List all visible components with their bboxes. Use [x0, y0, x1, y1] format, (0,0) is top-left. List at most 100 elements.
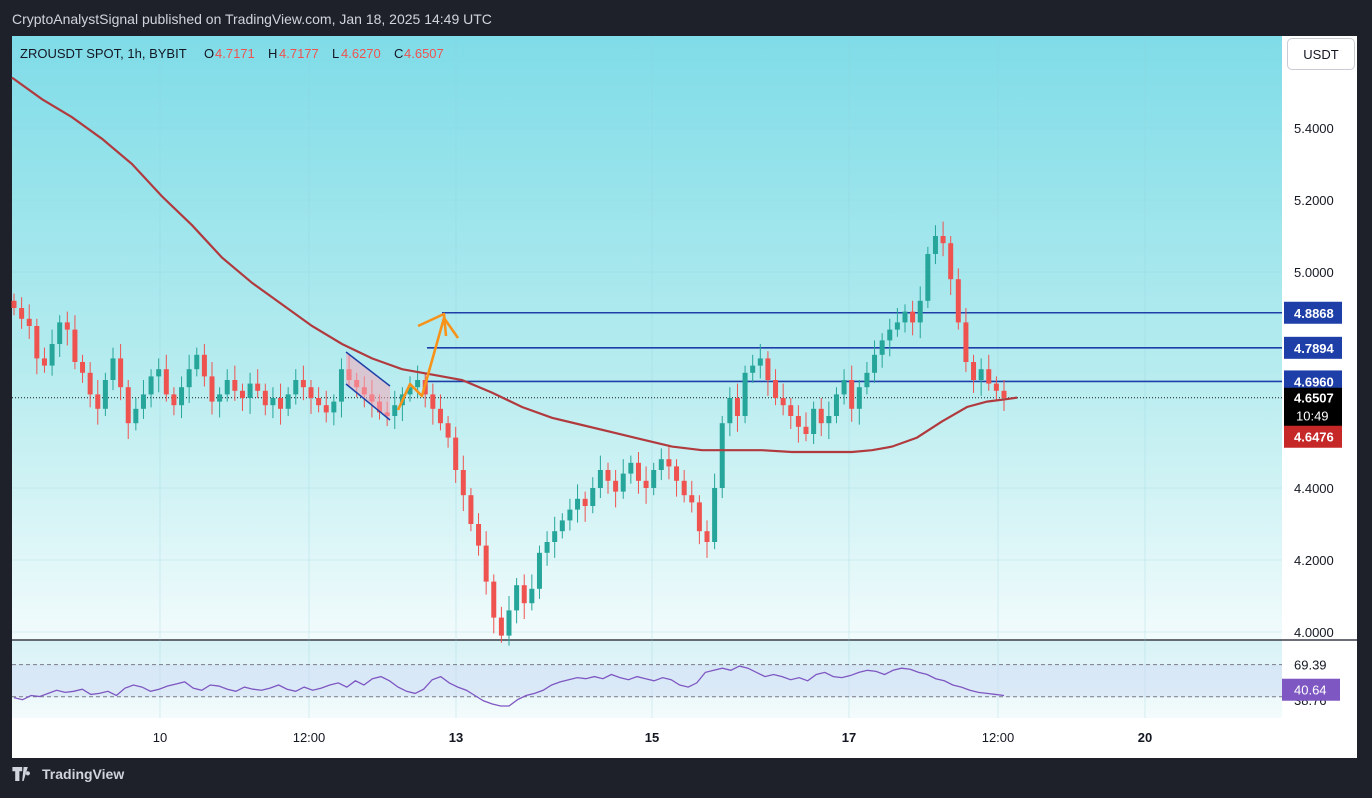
flag-top-line — [345, 351, 391, 387]
rsi-band — [12, 664, 1282, 697]
price-labels: 4.8868 4.7894 4.6960 4.6507 10:49 4.6476 — [1284, 301, 1342, 448]
candle-body — [64, 322, 70, 330]
candle-body — [514, 585, 520, 611]
tradingview-logo[interactable]: TradingView — [12, 766, 124, 782]
candle-body — [278, 398, 284, 409]
candle-body — [186, 369, 192, 388]
rsi-indicator: 69.3938.7640.64 — [12, 658, 1340, 708]
candle-body — [643, 480, 649, 488]
level-price-label: 4.6960 — [1294, 374, 1334, 389]
candle-body — [590, 488, 596, 506]
candle-body — [506, 610, 512, 636]
candle-body — [849, 380, 855, 409]
candle-body — [468, 495, 474, 524]
candle-body — [925, 254, 931, 301]
candle-body — [247, 383, 253, 398]
candle-body — [826, 416, 832, 424]
candle-body — [818, 408, 824, 424]
candle-body — [833, 394, 839, 416]
time-tick-label: 12:00 — [293, 730, 326, 745]
candle-body — [209, 376, 215, 402]
candle-body — [437, 408, 443, 424]
candle-body — [750, 365, 756, 373]
candle-body — [140, 394, 146, 409]
candle-body — [856, 387, 862, 409]
candle-body — [460, 470, 466, 496]
rsi-pane-background — [12, 640, 1357, 718]
tradingview-brand: TradingView — [42, 766, 125, 782]
candle-body — [978, 369, 984, 380]
candle-body — [582, 498, 588, 506]
candle-body — [239, 390, 245, 398]
candles — [11, 221, 1007, 646]
axes: 5.4000 5.2000 5.0000 4.4000 4.2000 4.0000 10 12… — [153, 121, 1334, 745]
candle-body — [156, 369, 162, 377]
candle-body — [102, 380, 108, 409]
current-price-label: 4.6507 — [1294, 391, 1334, 406]
candle-body — [415, 380, 421, 388]
candle-body — [262, 390, 268, 406]
candle-body — [635, 462, 641, 481]
flag-fill — [346, 352, 390, 420]
candle-body — [95, 394, 101, 409]
candle-body — [217, 394, 223, 402]
price-tick-label: 5.2000 — [1294, 193, 1334, 208]
candle-body — [841, 380, 847, 395]
candle-body — [605, 470, 611, 481]
candle-body — [536, 552, 542, 589]
candle-body — [666, 459, 672, 467]
candle-body — [26, 318, 32, 326]
candle-body — [940, 236, 946, 244]
currency-button[interactable]: USDT — [1287, 38, 1355, 70]
publisher-header: CryptoAnalystSignal published on Trading… — [0, 0, 1372, 36]
legend-o-value: 4.7171 — [215, 46, 255, 61]
level-price-badge — [1284, 370, 1342, 393]
ma-line — [11, 76, 1018, 454]
candle-body — [163, 369, 169, 395]
candle-body — [270, 398, 276, 406]
candle-body — [491, 581, 497, 618]
candle-body — [1001, 390, 1007, 398]
tradingview-logo-icon — [12, 767, 30, 781]
candle-body — [331, 401, 337, 413]
drawings — [345, 312, 460, 421]
candle-body — [11, 300, 17, 308]
level-price-badge — [1284, 336, 1342, 359]
current-price-badge — [1284, 387, 1342, 428]
candle-body — [651, 470, 657, 488]
candle-body — [696, 502, 702, 532]
candle-body — [955, 279, 961, 323]
candle-body — [613, 480, 619, 492]
candle-body — [72, 329, 78, 362]
candle-body — [864, 372, 870, 388]
level-price-label: 4.7894 — [1294, 341, 1335, 356]
candle-body — [620, 473, 626, 492]
candle-body — [34, 326, 40, 359]
candle-body — [285, 394, 291, 409]
legend-c-value: 4.6507 — [404, 46, 444, 61]
rsi-current-badge — [1282, 678, 1340, 701]
candle-body — [719, 423, 725, 488]
candle-body — [567, 509, 573, 521]
candle-body — [430, 394, 436, 409]
candle-body — [445, 423, 451, 438]
candle-body — [201, 354, 207, 377]
candle-body — [887, 329, 893, 341]
time-tick-label: 12:00 — [982, 730, 1015, 745]
candle-body — [803, 426, 809, 434]
time-tick-label: 20 — [1138, 730, 1152, 745]
ma-price-badge — [1284, 425, 1342, 448]
candle-body — [118, 358, 124, 388]
price-tick-label: 4.0000 — [1294, 625, 1334, 640]
candle-body — [757, 358, 763, 366]
candle-body — [110, 358, 116, 380]
candle-body — [125, 387, 131, 424]
candle-body — [932, 236, 938, 254]
candle-body — [872, 354, 878, 373]
projection-arrow — [396, 316, 460, 411]
rsi-tick-label: 69.39 — [1294, 658, 1327, 673]
candle-body — [963, 322, 969, 362]
candle-body — [338, 369, 344, 402]
candle-body — [780, 398, 786, 406]
